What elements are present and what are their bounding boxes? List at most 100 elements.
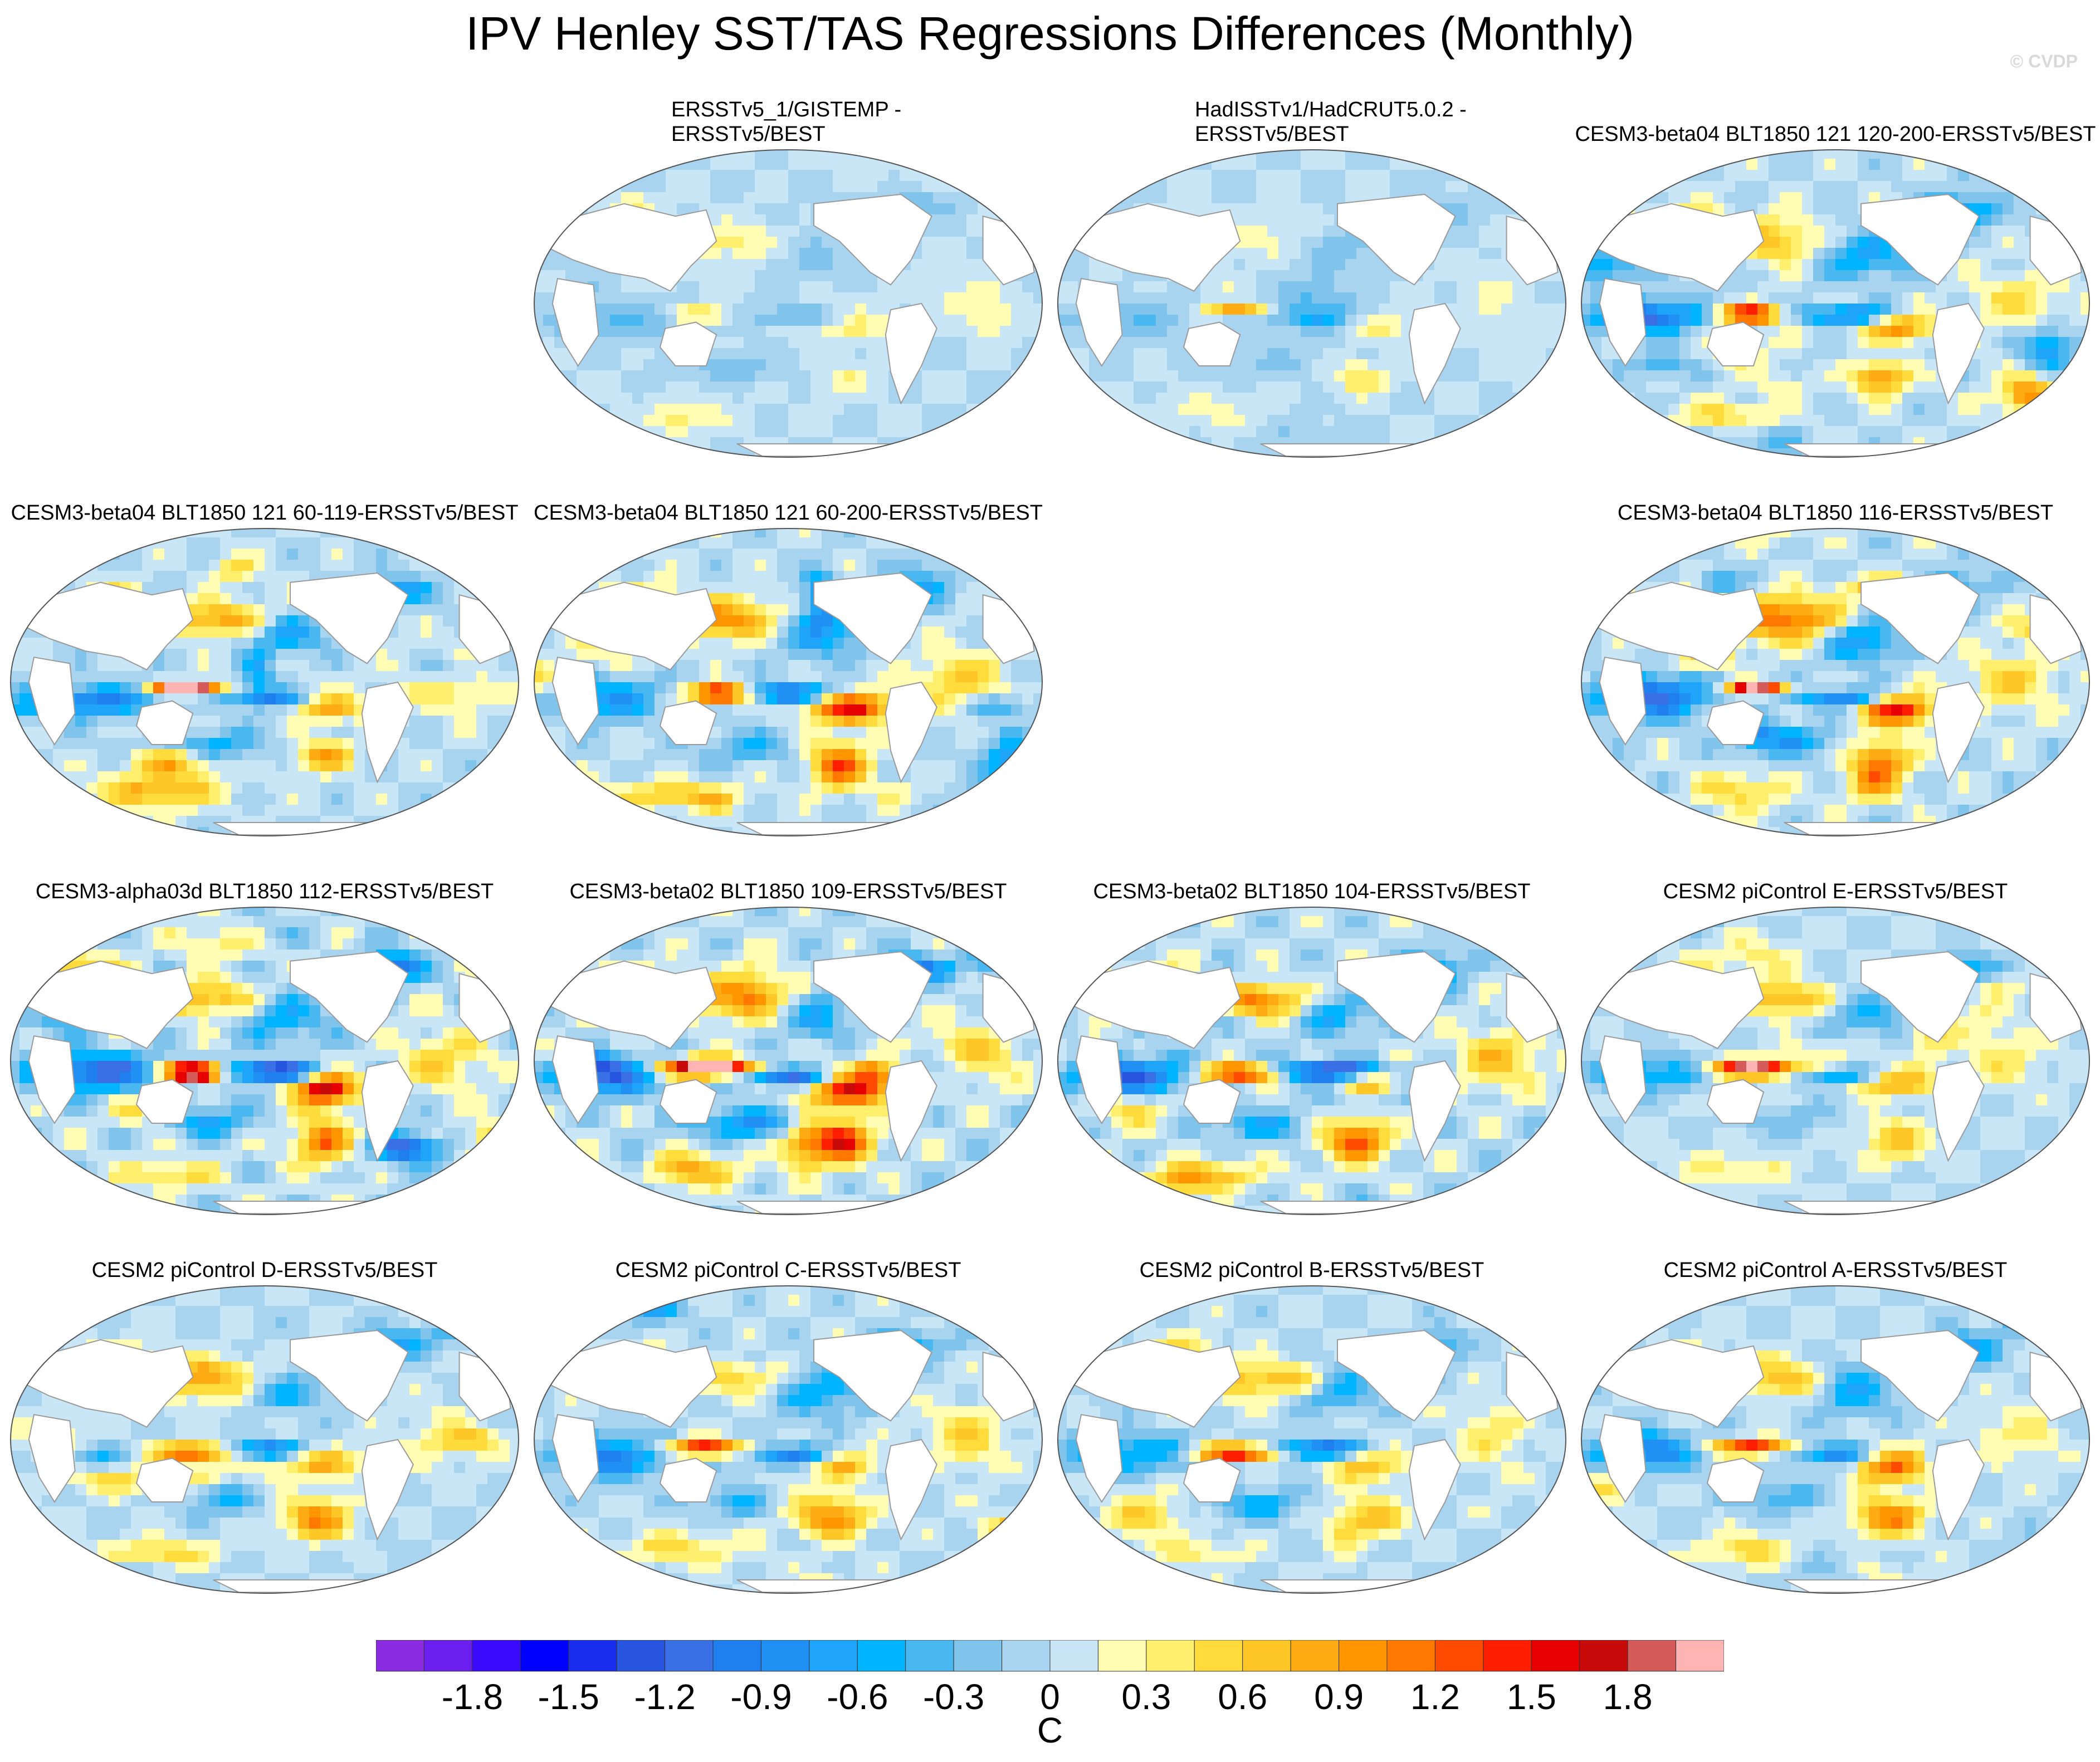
field-cell	[1691, 326, 1702, 337]
field-cell	[253, 704, 265, 716]
field-cell	[1122, 381, 1134, 393]
field-cell	[1991, 304, 2003, 315]
field-cell	[131, 560, 143, 571]
field-cell	[1735, 304, 1747, 315]
field-cell	[164, 649, 176, 660]
field-cell	[744, 359, 755, 371]
field-cell	[309, 627, 321, 638]
field-cell	[421, 749, 432, 761]
field-cell	[1835, 214, 1847, 226]
field-cell	[365, 549, 377, 560]
field-cell	[1869, 159, 1881, 170]
field-cell	[744, 150, 755, 159]
field-cell	[1969, 248, 1981, 260]
field-cell	[1468, 304, 1479, 315]
field-cell	[955, 292, 967, 304]
field-cell	[198, 582, 209, 594]
field-cell	[1657, 437, 1669, 449]
field-cell	[1033, 304, 1042, 315]
field-cell	[1624, 270, 1635, 282]
field-cell	[1902, 381, 1914, 393]
field-cell	[1323, 393, 1335, 404]
field-cell	[64, 649, 76, 660]
field-cell	[1468, 381, 1479, 393]
field-cell	[1145, 292, 1156, 304]
field-cell	[1590, 381, 1602, 393]
field-cell	[955, 192, 967, 204]
field-cell	[1457, 381, 1468, 393]
field-cell	[1256, 237, 1268, 248]
field-cell	[1679, 181, 1691, 193]
field-cell	[599, 437, 611, 449]
field-cell	[1925, 370, 1936, 382]
field-cell	[320, 727, 332, 738]
field-cell	[198, 649, 209, 660]
field-cell	[1445, 381, 1457, 393]
field-cell	[688, 270, 700, 282]
field-cell	[721, 393, 733, 404]
field-cell	[354, 727, 365, 738]
field-cell	[1156, 370, 1168, 382]
field-cell	[1880, 181, 1892, 193]
field-cell	[253, 560, 265, 571]
field-cell	[1457, 248, 1468, 260]
field-cell	[655, 192, 666, 204]
field-cell	[1523, 426, 1535, 438]
field-cell	[944, 203, 956, 215]
field-cell	[1379, 415, 1390, 427]
field-cell	[1713, 304, 1725, 315]
field-cell	[1445, 192, 1457, 204]
field-cell	[331, 537, 343, 549]
field-cell	[1902, 337, 1914, 349]
field-cell	[844, 404, 856, 415]
field-cell	[209, 671, 221, 683]
field-cell	[42, 528, 53, 538]
field-cell	[1668, 370, 1680, 382]
field-cell	[320, 771, 332, 783]
field-cell	[1301, 304, 1312, 315]
field-cell	[833, 304, 844, 315]
field-cell	[75, 671, 87, 683]
field-cell	[2047, 404, 2059, 415]
field-cell	[1501, 404, 1513, 415]
field-cell	[409, 571, 421, 583]
field-cell	[1936, 448, 1947, 457]
field-cell	[799, 150, 811, 159]
field-cell	[409, 760, 421, 772]
field-cell	[534, 393, 544, 404]
field-cell	[1769, 259, 1780, 271]
field-cell	[1000, 159, 1012, 170]
field-cell	[799, 370, 811, 382]
field-cell	[1523, 415, 1535, 427]
field-cell	[1356, 359, 1368, 371]
field-cell	[19, 593, 31, 605]
field-cell	[175, 549, 187, 560]
field-cell	[1847, 404, 1858, 415]
field-cell	[1769, 448, 1780, 457]
field-cell	[966, 237, 978, 248]
field-cell	[432, 749, 443, 761]
field-cell	[1245, 159, 1257, 170]
field-cell	[1657, 150, 1669, 159]
field-cell	[632, 150, 644, 159]
field-cell	[966, 214, 978, 226]
field-cell	[1601, 404, 1613, 415]
field-cell	[1835, 181, 1847, 193]
field-cell	[1980, 281, 1992, 293]
field-cell	[1581, 248, 1591, 260]
field-cell	[343, 760, 354, 772]
field-cell	[632, 192, 644, 204]
field-cell	[1691, 437, 1702, 449]
field-cell	[1011, 326, 1023, 337]
field-cell	[1581, 348, 1591, 360]
field-cell	[2081, 203, 2089, 215]
field-cell	[933, 404, 945, 415]
field-cell	[476, 537, 488, 549]
field-cell	[1902, 315, 1914, 326]
field-cell	[1033, 237, 1042, 248]
field-cell	[421, 738, 432, 750]
field-cell	[1724, 181, 1736, 193]
field-cell	[1769, 337, 1780, 349]
field-cell	[187, 693, 198, 705]
field-cell	[209, 582, 221, 594]
